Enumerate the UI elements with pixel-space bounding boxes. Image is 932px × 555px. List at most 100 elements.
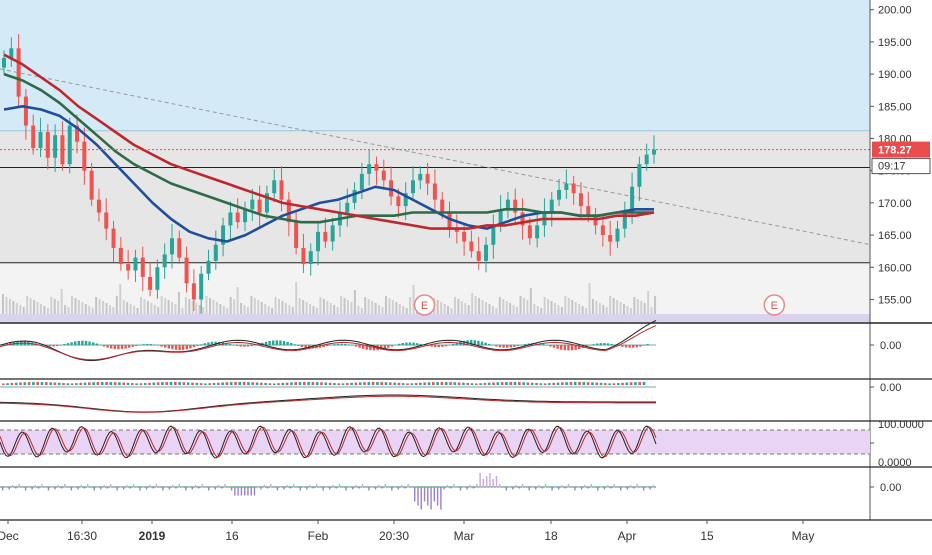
macd-line[interactable] <box>0 319 657 362</box>
candle[interactable] <box>440 199 445 213</box>
candle[interactable] <box>403 193 408 207</box>
candle[interactable] <box>184 257 189 284</box>
candle[interactable] <box>396 196 401 207</box>
candle[interactable] <box>600 225 605 236</box>
candle[interactable] <box>608 235 613 242</box>
candle[interactable] <box>191 283 196 300</box>
candle[interactable] <box>279 180 284 200</box>
candle[interactable] <box>126 264 131 271</box>
candle[interactable] <box>75 125 80 142</box>
price-axis[interactable] <box>870 0 932 520</box>
candle[interactable] <box>374 164 379 171</box>
candle[interactable] <box>221 225 226 245</box>
candle[interactable] <box>294 222 299 248</box>
candle[interactable] <box>264 193 269 213</box>
candle[interactable] <box>199 273 204 300</box>
candle[interactable] <box>520 212 525 226</box>
candle[interactable] <box>16 48 21 97</box>
candle[interactable] <box>9 48 14 58</box>
macd-signal-line[interactable] <box>0 325 657 361</box>
candle[interactable] <box>447 212 452 229</box>
candle[interactable] <box>593 215 598 226</box>
candle[interactable] <box>31 125 36 149</box>
candle[interactable] <box>484 244 489 261</box>
candle[interactable] <box>410 180 415 194</box>
candle[interactable] <box>549 199 554 213</box>
candle[interactable] <box>644 154 649 165</box>
candle[interactable] <box>630 186 635 213</box>
candle[interactable] <box>564 183 569 190</box>
candle[interactable] <box>476 251 481 261</box>
candle[interactable] <box>535 225 540 239</box>
candle[interactable] <box>133 257 138 271</box>
candle[interactable] <box>257 199 262 213</box>
candle[interactable] <box>155 267 160 290</box>
candle[interactable] <box>615 228 620 242</box>
candle[interactable] <box>96 199 101 213</box>
candle[interactable] <box>104 212 109 229</box>
candle[interactable] <box>60 135 65 165</box>
candle[interactable] <box>162 254 167 268</box>
candle[interactable] <box>505 199 510 210</box>
candle[interactable] <box>498 209 503 226</box>
candle[interactable] <box>418 173 423 181</box>
earnings-marker[interactable] <box>413 294 436 316</box>
candle[interactable] <box>462 231 467 242</box>
candle[interactable] <box>316 231 321 252</box>
candle[interactable] <box>345 202 350 213</box>
candle[interactable] <box>513 199 518 213</box>
candle[interactable] <box>308 251 313 265</box>
candle[interactable] <box>67 125 72 165</box>
candle[interactable] <box>118 247 123 265</box>
candle[interactable] <box>454 228 459 232</box>
candle[interactable] <box>359 173 364 190</box>
candle[interactable] <box>272 180 277 194</box>
stoch-k-line[interactable] <box>0 425 657 459</box>
candle[interactable] <box>571 183 576 194</box>
candle[interactable] <box>652 149 656 155</box>
candle[interactable] <box>578 193 583 207</box>
candle[interactable] <box>432 183 437 200</box>
candle[interactable] <box>330 225 335 242</box>
candle[interactable] <box>243 209 248 223</box>
candle[interactable] <box>177 238 182 258</box>
candle[interactable] <box>527 225 532 239</box>
candle[interactable] <box>89 170 94 200</box>
candle[interactable] <box>637 164 642 187</box>
candle[interactable] <box>352 189 357 203</box>
candle[interactable] <box>169 238 174 255</box>
candle[interactable] <box>381 170 386 181</box>
candle[interactable] <box>235 212 240 223</box>
candle[interactable] <box>148 276 153 290</box>
stoch-d-line[interactable] <box>0 426 657 458</box>
candle[interactable] <box>491 225 496 245</box>
candle[interactable] <box>301 247 306 265</box>
candle[interactable] <box>286 199 291 223</box>
candle[interactable] <box>557 189 562 200</box>
moving-average-1[interactable] <box>3 72 654 224</box>
candle[interactable] <box>45 132 50 158</box>
candle[interactable] <box>323 231 328 242</box>
candle[interactable] <box>53 135 58 158</box>
candle[interactable] <box>213 244 218 261</box>
candle[interactable] <box>250 199 255 210</box>
moving-average-2[interactable] <box>3 53 655 230</box>
candle[interactable] <box>425 173 430 184</box>
trend-line[interactable] <box>0 68 932 258</box>
macd-long-signal-line[interactable] <box>0 395 656 413</box>
candle[interactable] <box>228 212 233 226</box>
candle[interactable] <box>206 260 211 274</box>
candle[interactable] <box>82 141 87 171</box>
candle[interactable] <box>140 257 145 277</box>
candle[interactable] <box>23 96 28 126</box>
candle[interactable] <box>38 132 43 149</box>
candle[interactable] <box>622 212 627 229</box>
candle[interactable] <box>367 164 372 174</box>
candle[interactable] <box>586 206 591 216</box>
earnings-marker[interactable] <box>763 294 786 316</box>
candle[interactable] <box>2 57 6 68</box>
volume-delta-bar <box>358 487 360 489</box>
candle[interactable] <box>469 241 474 252</box>
candle[interactable] <box>111 228 116 248</box>
